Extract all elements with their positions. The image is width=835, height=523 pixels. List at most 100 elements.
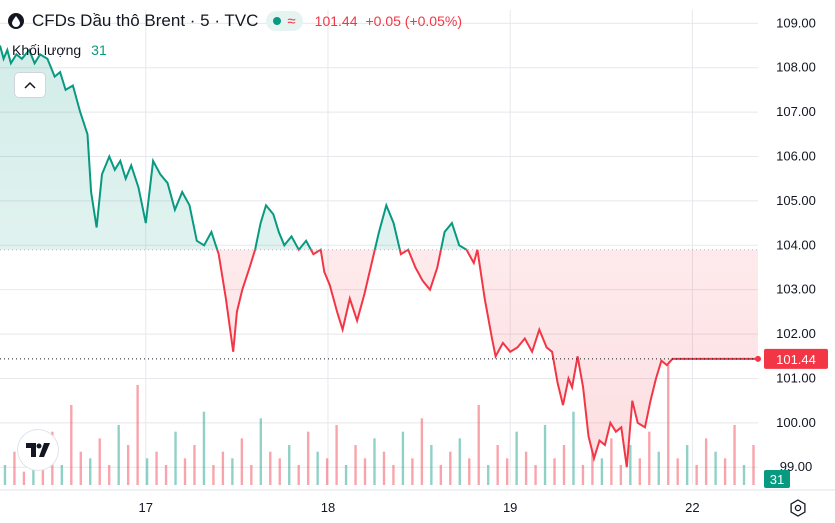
price-line <box>0 45 761 468</box>
volume-bar <box>610 438 613 485</box>
oil-drop-icon <box>8 13 24 29</box>
volume-bar <box>325 458 329 485</box>
volume-bar <box>136 385 139 485</box>
chart-settings-button[interactable] <box>786 496 810 520</box>
volume-bar <box>145 458 149 485</box>
volume-bar <box>259 418 262 485</box>
volume-bar <box>164 465 168 485</box>
volume-bar <box>89 458 92 485</box>
volume-bar <box>638 458 641 485</box>
volume-bar <box>79 451 82 485</box>
y-tick-label: 102.00 <box>776 326 816 341</box>
volume-bar <box>714 451 717 485</box>
volume-bar <box>354 445 357 485</box>
volume-bar <box>278 458 281 485</box>
volume-badge-label: 31 <box>770 472 784 487</box>
y-tick-label: 108.00 <box>776 60 816 75</box>
chevron-up-icon <box>24 81 36 89</box>
volume-bar <box>619 465 623 485</box>
volume-bar <box>676 458 679 485</box>
volume-bar <box>487 465 490 485</box>
time-axis[interactable]: 17 18 19 22 <box>139 500 700 515</box>
volume-bar <box>562 445 566 485</box>
volume-bar <box>524 451 528 485</box>
collapse-legend-button[interactable] <box>14 72 46 98</box>
volume-bar <box>468 458 471 485</box>
volume-bar <box>420 418 424 485</box>
volume-bar <box>581 465 585 485</box>
volume-bar <box>193 445 196 485</box>
volume-bar <box>221 451 225 485</box>
tradingview-logo[interactable] <box>18 430 58 470</box>
volume-bar <box>344 465 348 485</box>
volume-bar <box>591 451 594 485</box>
x-tick-label: 18 <box>321 500 335 515</box>
volume-bar <box>733 425 736 485</box>
y-tick-label: 101.00 <box>776 370 816 385</box>
gear-icon <box>790 499 806 517</box>
volume-bar <box>22 471 26 485</box>
price-axis[interactable]: 109.00 108.00 107.00 106.00 105.00 104.00 103.… <box>764 15 828 488</box>
volume-bar <box>183 458 187 485</box>
last-price: 101.44 <box>314 13 358 29</box>
volume-bar <box>13 451 16 485</box>
volume-value: 31 <box>91 42 107 58</box>
volume-bar <box>401 431 405 485</box>
price-change: +0.05 (+0.05%) <box>365 13 462 29</box>
volume-bar <box>269 451 272 485</box>
area-above-baseline <box>0 45 478 250</box>
volume-bar <box>411 458 414 485</box>
y-tick-label: 100.00 <box>776 415 816 430</box>
volume-bar <box>449 451 452 485</box>
volume-bar <box>126 445 130 485</box>
volume-bar <box>515 431 518 485</box>
area-fill <box>0 45 758 468</box>
last-price-tag <box>764 348 828 369</box>
volume-bar <box>306 431 310 485</box>
y-tick-label: 105.00 <box>776 193 816 208</box>
volume-bar <box>392 465 395 485</box>
volume-bar <box>240 438 244 485</box>
volume-bar <box>695 465 698 485</box>
volume-bar <box>430 445 433 485</box>
price-line-up <box>0 45 479 250</box>
symbol-title[interactable]: CFDs Dầu thô Brent · 5 · TVC <box>32 11 259 30</box>
volume-bar <box>202 411 206 485</box>
volume-bar <box>316 451 319 485</box>
volume-bar <box>98 438 101 485</box>
volume-bar <box>108 465 111 485</box>
volume-bar <box>553 458 556 485</box>
volume-bar <box>648 431 651 485</box>
y-tick-label: 104.00 <box>776 237 816 252</box>
volume-label[interactable]: Khối lượng <box>12 42 82 58</box>
volume-badge <box>764 470 790 488</box>
chart-legend-header: CFDs Dầu thô Brent · 5 · TVC ≈ 101.44 +0… <box>8 8 462 34</box>
volume-bar <box>496 445 499 485</box>
market-status-pill[interactable]: ≈ <box>266 11 303 31</box>
price-line-down <box>216 249 758 468</box>
volume-bar <box>382 451 386 485</box>
x-tick-label: 19 <box>503 500 517 515</box>
volume-bar <box>723 458 727 485</box>
volume-bar <box>363 458 367 485</box>
volume-bar <box>297 465 300 485</box>
y-tick-label: 106.00 <box>776 148 816 163</box>
volume-bar <box>477 405 480 485</box>
volume-bar <box>250 465 253 485</box>
volume-legend: Khối lượng 31 <box>12 42 107 58</box>
x-tick-label: 17 <box>139 500 153 515</box>
volume-bar <box>3 465 7 485</box>
volume-bar <box>373 438 376 485</box>
y-tick-label: 107.00 <box>776 104 816 119</box>
volume-bar <box>505 458 509 485</box>
volume-bar <box>155 451 158 485</box>
volume-bar <box>231 458 234 485</box>
last-price-tag-label: 101.44 <box>776 352 816 367</box>
volume-bar <box>742 465 746 485</box>
volume-bar <box>629 445 632 485</box>
volume-bar <box>543 425 547 485</box>
volume-bar <box>70 405 73 485</box>
delayed-data-icon: ≈ <box>287 12 296 30</box>
volume-bar <box>600 458 604 485</box>
